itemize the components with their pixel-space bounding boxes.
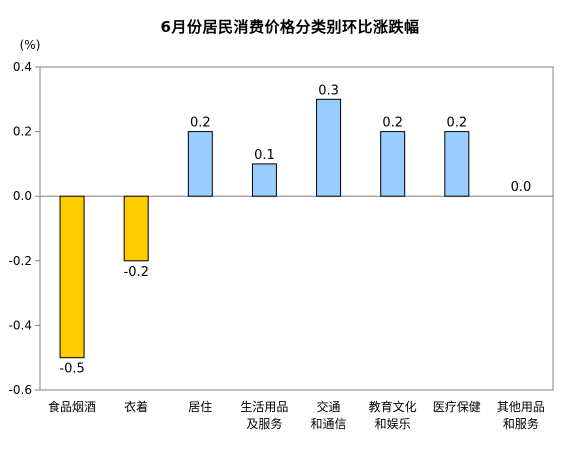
- x-category-label: 居住: [188, 400, 212, 414]
- y-tick-label: 0.4: [13, 60, 32, 74]
- x-category-label: 其他用品: [497, 400, 545, 414]
- x-category-label: 交通: [317, 399, 341, 414]
- bar: [380, 131, 406, 197]
- x-category-label: 食品烟酒: [48, 399, 96, 414]
- bar-value-label: -0.2: [124, 265, 149, 280]
- bar-value-label: 0.1: [254, 148, 275, 163]
- bar: [444, 131, 470, 197]
- bar: [187, 131, 213, 197]
- y-tick-label: -0.2: [9, 254, 32, 268]
- bar-value-label: 0.2: [382, 116, 403, 131]
- x-category-label: 教育文化: [369, 399, 417, 414]
- bar: [59, 195, 85, 359]
- bar: [251, 163, 277, 197]
- y-axis-unit-label: (%): [20, 38, 41, 52]
- x-category-label: 和通信: [311, 417, 347, 431]
- bar-value-label: 0.2: [190, 116, 211, 131]
- x-category-label: 医疗保健: [433, 400, 481, 414]
- bar-value-label: -0.5: [59, 362, 84, 377]
- bar: [123, 195, 149, 262]
- plot-frame: [39, 66, 554, 391]
- y-tick-label: -0.4: [9, 318, 32, 332]
- y-tick-label: 0.2: [13, 125, 32, 139]
- y-tick-label: -0.6: [9, 383, 32, 397]
- x-category-label: 和娱乐: [375, 417, 411, 431]
- x-category-label: 生活用品: [240, 400, 288, 414]
- x-category-label: 和服务: [503, 416, 539, 431]
- bar-value-label: 0.3: [318, 83, 339, 98]
- y-tick-label: 0.0: [13, 189, 32, 203]
- bar: [316, 98, 342, 197]
- x-category-label: 衣着: [124, 399, 148, 414]
- x-category-label: 及服务: [246, 416, 282, 431]
- chart-title: 6月份居民消费价格分类别环比涨跌幅: [160, 18, 420, 36]
- bar-value-label: 0.2: [446, 116, 467, 131]
- bar-value-label: 0.0: [511, 180, 532, 195]
